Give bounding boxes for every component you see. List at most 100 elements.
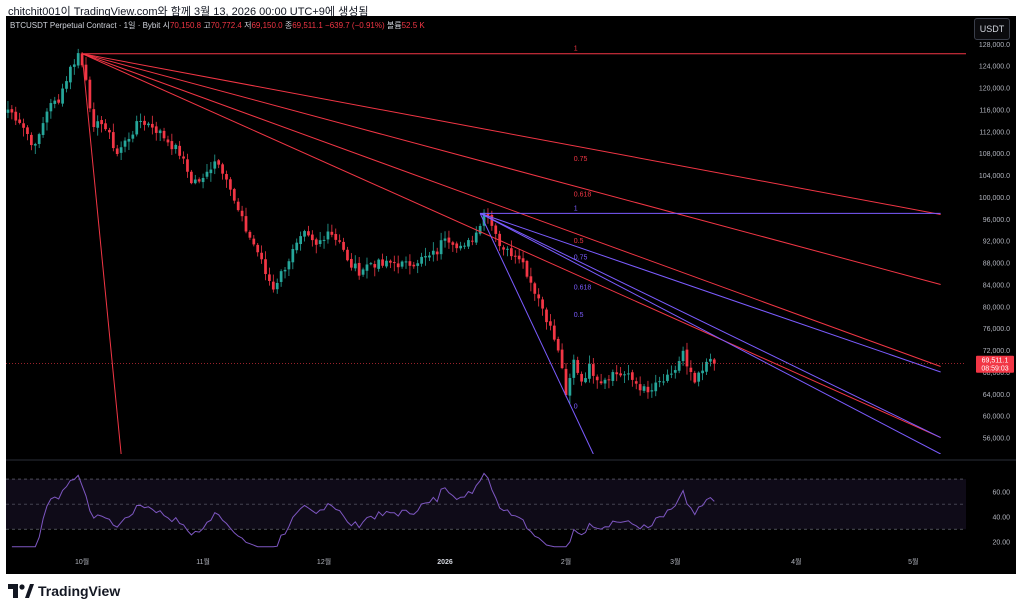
candle-body bbox=[377, 259, 381, 269]
candle-body bbox=[549, 321, 552, 326]
candle-body bbox=[556, 338, 560, 351]
candle bbox=[400, 260, 404, 269]
candle bbox=[463, 242, 466, 250]
y-tick-label: 64,000.0 bbox=[983, 392, 1010, 399]
candle bbox=[119, 141, 123, 161]
candle bbox=[705, 358, 708, 376]
candle-body bbox=[170, 141, 174, 150]
candle-body bbox=[416, 263, 420, 266]
candle bbox=[303, 229, 306, 242]
fib-level-label: 0.5 bbox=[574, 238, 584, 245]
candle bbox=[310, 230, 314, 247]
candle bbox=[252, 235, 256, 247]
symbol-title[interactable]: BTCUSDT Perpetual Contract · 1일 · Bybit bbox=[10, 21, 161, 30]
blue-fan-ray bbox=[479, 212, 941, 373]
y-tick-label: 88,000.0 bbox=[983, 261, 1010, 268]
candle-body bbox=[478, 225, 482, 234]
red-fan-ray bbox=[81, 53, 122, 454]
candle-body bbox=[14, 111, 18, 121]
candle bbox=[416, 259, 420, 274]
candle bbox=[240, 205, 244, 222]
candle-body bbox=[408, 261, 412, 266]
candle-body bbox=[197, 179, 201, 182]
candle bbox=[537, 288, 541, 307]
candle-body bbox=[205, 171, 209, 177]
candle bbox=[693, 370, 697, 384]
candle-body bbox=[662, 381, 665, 383]
rsi-tick-label: 60.00 bbox=[992, 490, 1010, 497]
candle bbox=[521, 251, 525, 269]
candle bbox=[677, 356, 681, 374]
candle bbox=[658, 376, 662, 388]
y-tick-label: 116,000.0 bbox=[979, 107, 1010, 114]
x-tick-label: 11월 bbox=[196, 557, 210, 566]
candle-body bbox=[53, 100, 57, 104]
fib-level-label: 0.75 bbox=[574, 255, 588, 262]
candle-body bbox=[642, 386, 646, 391]
candle bbox=[197, 177, 201, 184]
candle bbox=[420, 252, 423, 267]
candle-body bbox=[26, 127, 29, 135]
candle bbox=[478, 223, 482, 236]
candle-body bbox=[595, 376, 599, 381]
candle bbox=[41, 116, 45, 138]
candle bbox=[123, 137, 127, 153]
candle-body bbox=[603, 379, 607, 384]
candle bbox=[291, 244, 295, 270]
price-chart[interactable]: 128,000.0 124,000.0 120,000.0 116,000.0 112,… bbox=[6, 16, 1016, 574]
candle bbox=[599, 373, 603, 385]
candle-body bbox=[310, 234, 314, 241]
legend-header: BTCUSDT Perpetual Contract · 1일 · Bybit … bbox=[10, 20, 425, 31]
red-fan-ray bbox=[81, 53, 941, 439]
candle-body bbox=[166, 139, 170, 143]
y-tick-label: 60,000.0 bbox=[983, 414, 1010, 421]
candle bbox=[701, 362, 704, 381]
candles-group bbox=[6, 48, 716, 404]
fib-level-label: 1 bbox=[574, 46, 578, 53]
candle-body bbox=[638, 384, 642, 391]
candle bbox=[65, 76, 68, 93]
candle bbox=[630, 369, 634, 387]
y-tick-label: 84,000.0 bbox=[983, 282, 1010, 289]
candle-body bbox=[506, 248, 509, 250]
candle bbox=[576, 356, 580, 375]
candle-body bbox=[123, 140, 127, 147]
y-tick-label: 72,000.0 bbox=[983, 348, 1010, 355]
candle-body bbox=[193, 179, 197, 184]
candle bbox=[115, 144, 119, 157]
candle bbox=[221, 162, 224, 180]
candle-body bbox=[334, 234, 338, 240]
candle-body bbox=[162, 130, 166, 139]
candle bbox=[256, 243, 260, 257]
y-tick-label: 112,000.0 bbox=[979, 129, 1010, 136]
candle bbox=[517, 249, 521, 264]
candle bbox=[443, 231, 447, 248]
candle bbox=[634, 377, 638, 390]
candle-body bbox=[158, 130, 162, 134]
candle bbox=[287, 258, 291, 277]
candle-body bbox=[131, 134, 135, 139]
price-tag-countdown: 08:59:03 bbox=[981, 366, 1008, 373]
candle bbox=[186, 153, 189, 178]
tradingview-logo-icon bbox=[8, 584, 34, 598]
close-label: 종 bbox=[284, 21, 293, 30]
candle-body bbox=[80, 53, 84, 66]
candle bbox=[451, 240, 455, 252]
candle-body bbox=[100, 120, 103, 125]
x-tick-label: 5월 bbox=[908, 557, 918, 566]
candle-body bbox=[30, 134, 33, 146]
candle bbox=[392, 255, 396, 272]
chart-frame[interactable]: 128,000.0 124,000.0 120,000.0 116,000.0 112,… bbox=[6, 16, 1016, 574]
candle-body bbox=[264, 259, 267, 275]
y-tick-label: 128,000.0 bbox=[979, 42, 1010, 49]
candle-body bbox=[256, 244, 260, 253]
currency-button[interactable]: USDT bbox=[974, 18, 1010, 40]
candle-body bbox=[533, 283, 537, 294]
candle bbox=[166, 135, 170, 147]
candle-body bbox=[381, 259, 384, 266]
candle bbox=[396, 255, 400, 274]
candle-body bbox=[712, 359, 716, 364]
high-label: 고 bbox=[203, 21, 211, 30]
candle bbox=[670, 365, 673, 379]
candle bbox=[338, 234, 342, 244]
